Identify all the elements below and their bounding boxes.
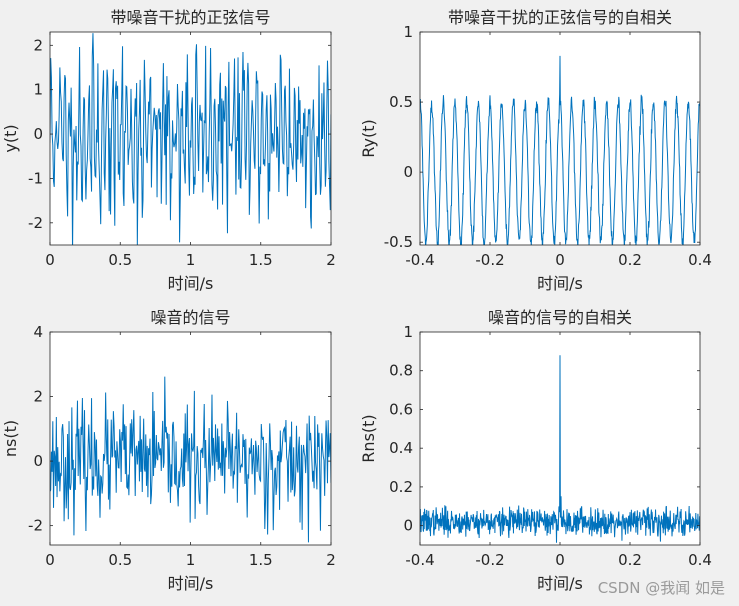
x-tick-label: 0 <box>45 551 55 569</box>
y-axis-label: Rns(t) <box>359 414 378 462</box>
x-tick-label: -0.4 <box>405 551 434 569</box>
x-tick-label: 0.4 <box>688 251 712 269</box>
x-tick-label: 0.2 <box>618 551 642 569</box>
y-tick-label: 0.2 <box>389 478 413 496</box>
x-tick-label: 1 <box>186 251 196 269</box>
y-tick-label: 1 <box>403 23 413 41</box>
x-tick-label: 1.5 <box>249 251 273 269</box>
y-tick-label: 0.6 <box>389 400 413 418</box>
x-tick-label: 1 <box>186 551 196 569</box>
y-tick-label: 0.4 <box>389 439 413 457</box>
x-tick-label: 2 <box>326 251 336 269</box>
y-tick-label: 0 <box>33 125 43 143</box>
subplot-4: -0.4 -0.2 0 0.2 0.4 0 0.2 0.4 0.6 0.8 1 噪音的信号的自相关时间… <box>359 308 712 593</box>
chart-title: 带噪音干扰的正弦信号 <box>110 8 270 27</box>
series-line <box>420 55 700 245</box>
chart-title: 带噪音干扰的正弦信号的自相关 <box>448 8 672 27</box>
y-tick-label: -1 <box>28 169 43 187</box>
y-tick-label: 0 <box>403 163 413 181</box>
y-tick-label: 1 <box>403 323 413 341</box>
chart-title: 噪音的信号 <box>150 308 230 327</box>
y-axis-label: Ry(t) <box>359 119 378 157</box>
x-tick-label: 1.5 <box>249 551 273 569</box>
series-line <box>420 355 700 543</box>
x-axis-label: 时间/s <box>168 274 214 293</box>
x-tick-label: -0.2 <box>475 551 504 569</box>
watermark: CSDN @我闻 如是 <box>597 579 725 597</box>
x-tick-label: 0.5 <box>108 251 132 269</box>
y-axis-label: ns(t) <box>1 420 20 457</box>
y-tick-label: -0.5 <box>384 233 413 251</box>
x-tick-label: 2 <box>326 551 336 569</box>
x-axis-label: 时间/s <box>537 274 583 293</box>
x-tick-label: 0 <box>45 251 55 269</box>
x-axis-label: 时间/s <box>537 574 583 593</box>
x-tick-label: -0.2 <box>475 251 504 269</box>
series-line <box>50 376 331 543</box>
y-tick-label: -2 <box>28 214 43 232</box>
y-tick-label: 0 <box>403 517 413 535</box>
y-tick-label: 0.8 <box>389 362 413 380</box>
x-axis-label: 时间/s <box>168 574 214 593</box>
x-tick-label: -0.4 <box>405 251 434 269</box>
x-tick-label: 0 <box>555 551 565 569</box>
y-tick-label: 1 <box>33 81 43 99</box>
x-tick-label: 0.4 <box>688 551 712 569</box>
y-tick-label: 0 <box>33 452 43 470</box>
y-axis-label: y(t) <box>1 124 20 152</box>
y-tick-label: -2 <box>28 517 43 535</box>
y-tick-label: 2 <box>33 388 43 406</box>
chart-title: 噪音的信号的自相关 <box>488 308 632 327</box>
y-tick-label: 4 <box>33 323 43 341</box>
series-line <box>50 33 331 245</box>
x-tick-label: 0 <box>555 251 565 269</box>
x-tick-label: 0.5 <box>108 551 132 569</box>
y-tick-label: 0.5 <box>389 93 413 111</box>
y-tick-label: 2 <box>33 36 43 54</box>
x-tick-label: 0.2 <box>618 251 642 269</box>
subplot-2: -0.4 -0.2 0 0.2 0.4 -0.5 0 0.5 1 带噪音干扰的正弦信号的自相关时间… <box>359 8 712 293</box>
